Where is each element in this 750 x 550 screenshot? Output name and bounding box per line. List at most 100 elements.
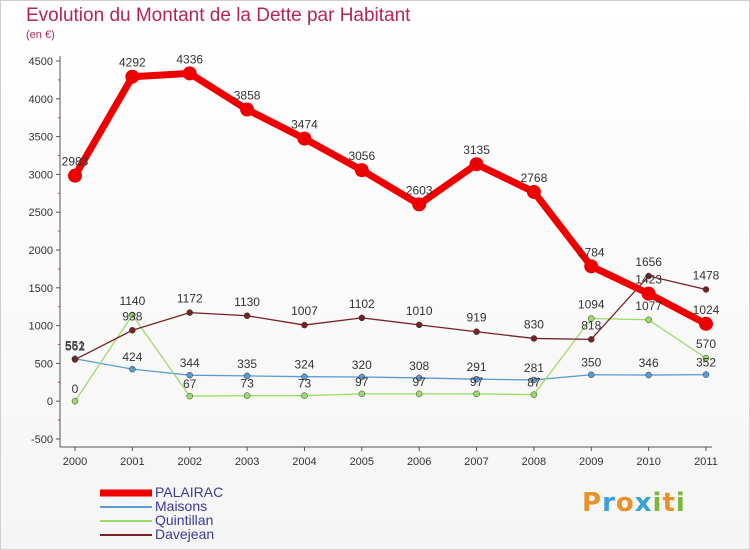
data-point-quintillan xyxy=(186,392,193,400)
x-tick-label: 2002 xyxy=(177,456,201,468)
data-point-palairac xyxy=(125,69,140,84)
data-point-quintillan xyxy=(588,315,595,322)
data-label-palairac: 2603 xyxy=(406,183,433,197)
data-point-quintillan xyxy=(473,390,480,398)
data-point-davejean xyxy=(243,312,251,320)
data-label-maisons: 350 xyxy=(581,356,601,370)
legend-label: PALAIRAC xyxy=(155,484,224,500)
data-label-quintillan: 97 xyxy=(413,375,427,389)
x-tick-label: 2011 xyxy=(694,456,718,468)
series-line-maisons xyxy=(74,358,707,381)
data-label-palairac: 2983 xyxy=(62,155,89,169)
series-line-quintillan xyxy=(74,314,707,402)
data-point-palairac xyxy=(584,259,599,274)
data-point-davejean xyxy=(645,272,652,280)
x-tick-label: 2008 xyxy=(522,456,546,468)
data-point-maisons xyxy=(415,374,423,382)
data-point-quintillan xyxy=(702,354,710,362)
data-label-palairac: 1423 xyxy=(635,273,662,287)
proxiti-logo: Proxiti xyxy=(582,488,686,518)
legend-item-quintillan: Quintillan xyxy=(100,512,300,528)
x-tick-label: 2009 xyxy=(579,456,603,468)
legend-label: Quintillan xyxy=(155,512,214,528)
data-label-quintillan: 67 xyxy=(183,377,197,391)
data-point-davejean xyxy=(129,327,136,334)
data-label-davejean: 1172 xyxy=(177,292,203,306)
y-tick-label: 3500 xyxy=(29,132,53,144)
data-point-maisons xyxy=(530,376,538,384)
y-tick-label: 1000 xyxy=(29,321,53,333)
data-label-palairac: 1784 xyxy=(578,245,605,259)
x-tick-label: 2006 xyxy=(407,456,431,468)
data-label-davejean: 1478 xyxy=(693,268,720,282)
data-label-quintillan: 1094 xyxy=(578,297,605,311)
data-point-quintillan xyxy=(129,311,136,319)
legend-label: Davejean xyxy=(155,526,215,542)
y-tick-label: 2500 xyxy=(29,207,53,219)
data-label-palairac: 1024 xyxy=(693,303,720,317)
data-label-davejean: 938 xyxy=(122,309,142,323)
data-label-maisons: 324 xyxy=(294,358,314,372)
data-label-davejean: 1102 xyxy=(349,297,375,311)
y-tick-label: 3000 xyxy=(29,169,53,181)
data-point-palairac xyxy=(354,163,369,178)
data-point-maisons xyxy=(358,373,366,381)
data-point-quintillan xyxy=(243,392,251,399)
data-label-palairac: 4336 xyxy=(176,52,203,66)
legend-item-maisons: Maisons xyxy=(100,498,300,514)
data-point-maisons xyxy=(129,365,136,373)
data-point-davejean xyxy=(415,321,423,329)
x-tick-label: 2007 xyxy=(464,456,488,468)
x-tick-label: 2000 xyxy=(63,456,87,468)
legend-item-palairac: PALAIRAC xyxy=(100,484,300,500)
data-point-maisons xyxy=(702,371,710,378)
data-label-palairac: 3474 xyxy=(291,118,318,132)
data-point-quintillan xyxy=(645,316,652,324)
data-point-davejean xyxy=(186,309,193,316)
data-label-quintillan: 97 xyxy=(355,375,369,389)
y-tick-label: 4000 xyxy=(29,94,53,106)
series-line-palairac xyxy=(71,69,710,328)
data-point-palairac xyxy=(240,102,255,117)
legend-swatch xyxy=(100,520,152,522)
data-point-maisons xyxy=(301,373,308,380)
chart-title: Evolution du Montant de la Dette par Hab… xyxy=(26,5,411,26)
legend-swatch xyxy=(100,506,152,508)
data-label-quintillan: 0 xyxy=(72,382,79,396)
legend-label: Maisons xyxy=(155,498,208,514)
data-point-palairac xyxy=(182,66,197,81)
y-tick-label: 0 xyxy=(47,396,53,408)
data-label-davejean: 1010 xyxy=(406,304,433,318)
data-point-davejean xyxy=(358,314,366,322)
data-label-palairac: 2768 xyxy=(521,171,548,185)
legend-swatch xyxy=(100,489,152,497)
series-line-davejean xyxy=(74,275,707,361)
data-label-davejean: 919 xyxy=(467,311,487,325)
data-label-davejean: 551 xyxy=(65,339,85,353)
data-point-palairac xyxy=(641,286,656,301)
y-tick-label: 500 xyxy=(35,358,53,370)
data-point-quintillan xyxy=(301,392,308,399)
data-label-maisons: 424 xyxy=(122,350,142,364)
data-label-davejean: 1007 xyxy=(291,304,318,318)
data-label-palairac: 3858 xyxy=(234,89,261,103)
data-label-palairac: 3056 xyxy=(348,149,375,163)
legend-item-davejean: Davejean xyxy=(100,526,300,542)
data-label-quintillan: 73 xyxy=(240,377,254,391)
data-point-maisons xyxy=(645,371,652,379)
data-label-quintillan: 1077 xyxy=(635,299,662,313)
data-label-davejean: 830 xyxy=(524,317,544,331)
data-point-davejean xyxy=(530,335,538,342)
data-point-davejean xyxy=(588,336,595,343)
data-label-palairac: 3135 xyxy=(463,143,490,157)
data-label-maisons: 346 xyxy=(639,356,659,370)
x-tick-label: 2004 xyxy=(292,456,316,468)
data-point-maisons xyxy=(186,371,193,379)
data-point-palairac xyxy=(469,157,484,172)
data-label-davejean: 1130 xyxy=(234,295,260,309)
data-label-maisons: 344 xyxy=(180,356,200,370)
data-point-davejean xyxy=(71,356,79,363)
data-point-maisons xyxy=(473,375,480,383)
data-point-davejean xyxy=(473,328,480,335)
data-label-maisons: 562 xyxy=(65,340,85,354)
